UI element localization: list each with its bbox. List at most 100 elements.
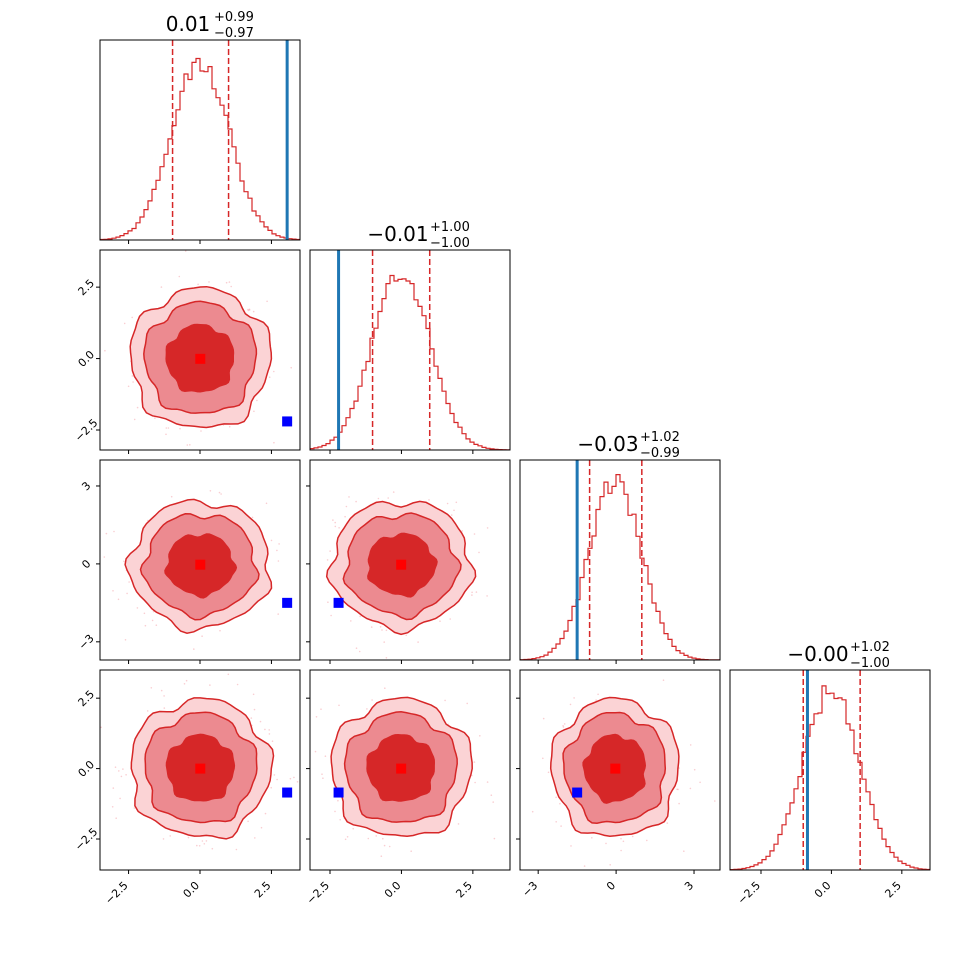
sample-point	[273, 370, 275, 373]
median-marker	[396, 559, 407, 570]
sample-point	[461, 530, 464, 532]
sample-point	[479, 735, 481, 737]
y-tick-label: 0.0	[76, 348, 98, 370]
x-tick-label: 2.5	[453, 879, 475, 901]
sample-point	[327, 601, 329, 603]
sample-point	[163, 707, 166, 709]
sample-point	[211, 847, 214, 850]
median-marker	[610, 763, 621, 774]
sample-point	[230, 285, 232, 288]
y-tick-label: −3	[76, 632, 97, 653]
sample-point	[143, 612, 146, 615]
sample-point	[609, 864, 611, 866]
x-tick-label: −3	[520, 879, 541, 900]
histogram-title: 0.01	[166, 12, 211, 36]
sample-point	[315, 716, 318, 718]
truth-marker	[572, 787, 583, 798]
sample-point	[170, 495, 173, 498]
panel-2-1	[325, 491, 489, 659]
histogram-title: −0.03	[577, 432, 638, 456]
sample-point	[115, 817, 117, 819]
y-tick-label: 3	[79, 479, 93, 493]
sample-point	[366, 708, 368, 710]
sample-point	[457, 823, 460, 825]
sample-point	[478, 551, 480, 554]
sample-point	[631, 835, 634, 838]
sample-point	[666, 822, 669, 824]
sample-point	[187, 836, 190, 839]
sample-point	[689, 744, 692, 746]
sample-point	[493, 837, 496, 840]
sample-point	[385, 629, 388, 632]
sample-point	[251, 516, 254, 519]
sample-point	[367, 837, 370, 840]
truth-marker	[333, 787, 344, 798]
histogram-title: −0.00	[787, 642, 848, 666]
sample-point	[118, 770, 120, 772]
sample-point	[439, 620, 441, 622]
sample-point	[276, 549, 278, 552]
sample-point	[133, 418, 136, 421]
sample-point	[486, 527, 489, 529]
sample-point	[247, 820, 249, 823]
sample-point	[473, 533, 476, 535]
sample-point	[693, 768, 696, 771]
sample-point	[555, 796, 557, 799]
sample-point	[125, 774, 127, 776]
x-tick-label: −2.5	[103, 879, 131, 907]
sample-point	[380, 855, 383, 857]
sample-point	[114, 766, 117, 768]
sample-point	[136, 607, 139, 609]
axes-frame	[309, 459, 511, 661]
histogram-3	[730, 670, 930, 870]
sample-point	[198, 845, 201, 847]
sample-point	[359, 615, 361, 618]
sample-point	[417, 641, 419, 643]
sample-point	[193, 648, 195, 650]
median-marker	[396, 763, 407, 774]
sample-point	[162, 838, 165, 840]
sample-point	[449, 618, 452, 620]
sample-point	[339, 818, 342, 821]
title-plus: +1.00	[430, 220, 470, 235]
sample-point	[154, 417, 156, 419]
y-tick-label: 0.0	[76, 758, 98, 780]
sample-point	[133, 807, 136, 809]
sample-point	[428, 499, 430, 501]
sample-point	[555, 821, 557, 823]
sample-point	[352, 827, 355, 830]
sample-point	[196, 844, 198, 847]
sample-point	[453, 509, 455, 512]
title-plus: +0.99	[214, 10, 254, 25]
sample-point	[254, 837, 256, 839]
panel-3-1	[292, 687, 496, 857]
sample-point	[289, 777, 292, 780]
truth-marker	[333, 597, 344, 608]
sample-point	[379, 626, 382, 628]
sample-point	[375, 835, 378, 837]
sample-point	[383, 844, 386, 847]
sample-point	[570, 845, 572, 847]
sample-point	[344, 838, 347, 841]
sample-point	[292, 817, 294, 819]
histogram-step	[310, 274, 510, 450]
sample-point	[184, 250, 187, 252]
sample-point	[200, 430, 202, 432]
panel-3-2	[531, 652, 716, 867]
sample-point	[410, 850, 413, 852]
sample-point	[113, 530, 115, 533]
sample-point	[201, 840, 204, 842]
x-tick-label: −2.5	[304, 879, 332, 907]
sample-point	[383, 641, 386, 643]
sample-point	[236, 683, 239, 686]
x-tick-label: 3	[682, 879, 696, 893]
sample-point	[556, 652, 558, 654]
sample-point	[165, 469, 167, 471]
sample-point	[276, 778, 278, 781]
sample-point	[450, 514, 453, 516]
sample-point	[345, 505, 348, 508]
sample-point	[569, 703, 572, 706]
sample-point	[678, 802, 680, 805]
sample-point	[123, 322, 126, 325]
sample-point	[358, 650, 361, 653]
